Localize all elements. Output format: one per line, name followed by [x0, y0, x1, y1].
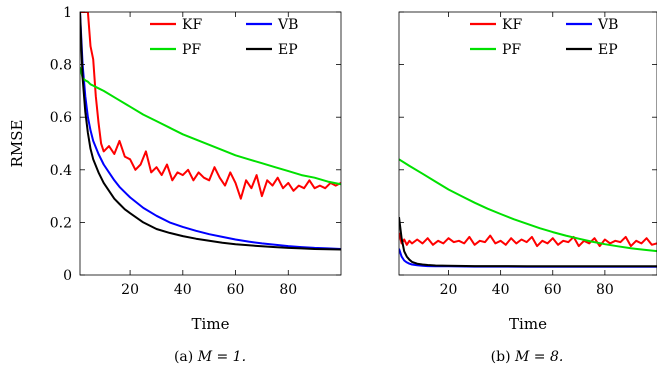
series-line-ep: [80, 12, 341, 251]
y-tick-label: 0.8: [50, 58, 72, 74]
y-axis-label: RMSE: [8, 120, 26, 168]
series-line-vb: [399, 248, 657, 268]
x-tick-label: 80: [279, 282, 297, 298]
x-tick-label: 20: [440, 282, 458, 298]
series-group: [80, 12, 341, 251]
legend-label-pf: PF: [502, 42, 521, 58]
legend: KF VB PF EP: [470, 17, 618, 58]
y-tick-label: 0: [63, 268, 72, 284]
panel-b: 20 40 60 80 Time KF VB PF EP (b) M = 8.: [398, 11, 657, 365]
x-tick-label: 60: [544, 282, 562, 298]
panel-caption: (b) M = 8.: [491, 349, 564, 365]
legend: KF VB PF EP: [150, 17, 298, 58]
x-tick-label: 80: [596, 282, 614, 298]
legend-label-ep: EP: [278, 42, 298, 58]
series-line-pf: [80, 66, 341, 186]
series-group: [399, 158, 657, 268]
legend-label-kf: KF: [502, 17, 522, 33]
y-tick-label: 0.4: [50, 163, 72, 179]
y-tick-label: 0.2: [50, 215, 72, 231]
axes-frame: [79, 11, 342, 276]
y-tick-label: 1: [63, 5, 72, 21]
legend-label-ep: EP: [598, 42, 618, 58]
legend-label-vb: VB: [277, 17, 298, 33]
series-line-kf: [399, 232, 657, 248]
series-line-vb: [80, 12, 341, 250]
panel-a: 20 40 60 80 0 0.2 0.4 0.6 0.8 1 Time RMSE KF VB PF EP (a…: [8, 5, 342, 365]
x-tick-label: 40: [492, 282, 510, 298]
x-tick-label: 40: [174, 282, 192, 298]
x-tick-label: 60: [227, 282, 245, 298]
x-axis-label: Time: [509, 315, 547, 333]
legend-label-vb: VB: [597, 17, 618, 33]
x-tick-label: 20: [121, 282, 139, 298]
legend-label-kf: KF: [182, 17, 202, 33]
axes-frame: [398, 11, 657, 276]
y-tick-label: 0.6: [50, 110, 72, 126]
panel-caption: (a) M = 1.: [174, 349, 246, 365]
series-line-ep: [399, 216, 657, 268]
legend-label-pf: PF: [182, 42, 201, 58]
x-axis-label: Time: [192, 315, 230, 333]
series-line-kf: [80, 12, 341, 200]
series-line-pf: [399, 158, 657, 253]
